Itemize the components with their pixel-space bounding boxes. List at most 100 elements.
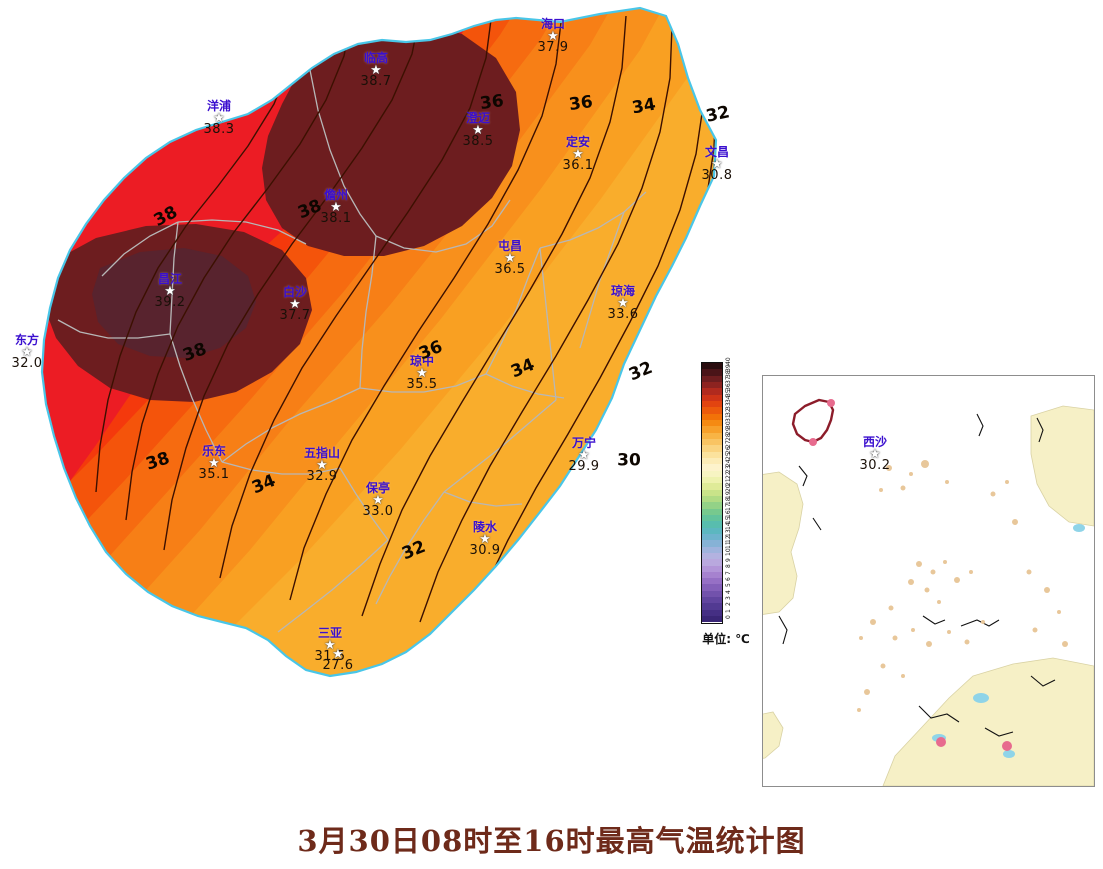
station-marker-icon: ★ [416, 365, 428, 380]
station-marker-icon: ★ [479, 531, 491, 546]
station-name: 屯昌 [497, 239, 523, 253]
station-value: 31.5 [314, 649, 346, 664]
station-marker-icon: ★ [372, 492, 384, 507]
station-name: 澄迈 [465, 111, 491, 125]
inset-reefs [857, 460, 1068, 712]
station-name: 琼海 [610, 284, 636, 298]
station-3[interactable]: 澄迈 ★ 38.5 [463, 112, 494, 148]
station-marker-icon: ★ [316, 457, 328, 472]
legend-swatch-25 [702, 521, 722, 528]
station-6[interactable]: 儋州 ★ 38.1 [321, 189, 352, 225]
station-value: 38.5 [462, 134, 494, 149]
temperature-color-legend: 40 39 38 37 36 35 34 33 32 31 30 29 28 27 26 25 24 23 22 21… [695, 358, 757, 652]
station-5[interactable]: 文昌 ★ 30.8 [702, 146, 733, 182]
legend-swatch-21 [702, 495, 722, 503]
isotherm-34-a [361, 15, 627, 617]
inset-city-dot-haikou [827, 399, 835, 407]
legend-swatch-18 [702, 476, 722, 484]
band-ge-39 [92, 248, 256, 358]
station-name: 陵水 [472, 520, 498, 534]
station-8[interactable]: 琼海 ★ 33.6 [608, 285, 639, 321]
station-9[interactable]: 昌江 ★ 39.2 [155, 273, 186, 309]
legend-swatch-29 [702, 546, 722, 553]
station-1[interactable]: 临高 ★ 38.7 [361, 52, 392, 88]
legend-swatch-9 [702, 419, 722, 427]
station-name: 三亚 [317, 626, 343, 640]
legend-swatch-2 [702, 375, 722, 382]
station-name: 西沙 [862, 435, 888, 449]
station-19[interactable]: ★ 27.6 [323, 647, 354, 672]
legend-swatch-11 [702, 432, 722, 439]
station-4[interactable]: 定安 ★ 36.1 [563, 136, 594, 172]
station-marker-icon: ★ [213, 110, 225, 125]
station-marker-icon: ★ [572, 146, 584, 161]
station-name: 昌江 [157, 272, 183, 286]
station-marker-icon: ★ [711, 156, 723, 171]
legend-swatch-5 [702, 394, 722, 401]
station-value: 38.1 [320, 211, 352, 226]
legend-swatch-37 [702, 597, 722, 604]
station-value: 33.0 [362, 504, 394, 519]
station-14[interactable]: 乐东 ★ 35.1 [199, 445, 230, 481]
station-marker-icon: ★ [330, 199, 342, 214]
station-name: 乐东 [201, 444, 227, 458]
legend-tick-7: 7 [725, 570, 732, 575]
station-value: 35.1 [198, 467, 230, 482]
legend-swatch-32 [702, 565, 722, 572]
south-china-sea-inset-map: 西沙 ★ 30.2 [762, 375, 1095, 787]
station-13[interactable]: 万宁 ★ 29.9 [569, 437, 600, 473]
station-name: 临高 [363, 51, 389, 65]
station-2[interactable]: 洋浦 ★ 38.3 [204, 100, 235, 136]
inset-landmasses [763, 405, 1094, 786]
legend-color-bar [701, 362, 723, 624]
legend-swatch-13 [702, 445, 722, 452]
station-value: 38.7 [360, 74, 392, 89]
station-marker-icon: ★ [578, 447, 590, 462]
isotherm-34-b [419, 25, 673, 623]
legend-swatch-14 [702, 451, 722, 458]
legend-swatch-39 [702, 609, 722, 617]
station-18[interactable]: 三亚 ★ 31.5 [315, 627, 346, 663]
legend-swatch-40 [702, 616, 722, 623]
station-name: 东方 [14, 333, 40, 347]
station-7[interactable]: 屯昌 ★ 36.5 [495, 240, 526, 276]
legend-swatch-1 [702, 369, 722, 376]
legend-swatch-22 [702, 502, 722, 509]
legend-swatch-16 [702, 464, 722, 471]
station-marker-icon: ★ [547, 28, 559, 43]
legend-swatch-3 [702, 381, 722, 389]
station-value: 36.1 [562, 158, 594, 173]
contour-label-34-6: 34 [630, 94, 658, 119]
station-name: 白沙 [282, 285, 308, 299]
legend-tick-labels: 40 39 38 37 36 35 34 33 32 31 30 29 28 27 26 25 24 23 22 21… [725, 358, 755, 627]
inset-marker-dot-a [936, 737, 946, 747]
legend-tick-3: 3 [725, 596, 732, 600]
station-11[interactable]: 东方 ★ 32.0 [12, 334, 43, 370]
legend-swatch-15 [702, 457, 722, 465]
station-12[interactable]: 琼中 ★ 35.5 [407, 355, 438, 391]
station-name: 定安 [565, 135, 591, 149]
legend-swatch-10 [702, 426, 722, 433]
station-value: 38.3 [203, 122, 235, 137]
station-0[interactable]: 海口 ★ 37.9 [538, 18, 569, 54]
station-10[interactable]: 白沙 ★ 37.7 [280, 286, 311, 322]
station-xisha[interactable]: 西沙 ★ 30.2 [860, 436, 891, 472]
station-marker-icon: ★ [21, 344, 33, 359]
station-marker-icon: ★ [208, 455, 220, 470]
legend-swatch-12 [702, 438, 722, 446]
legend-tick-4: 4 [725, 589, 732, 594]
legend-swatch-20 [702, 489, 722, 496]
station-16[interactable]: 保亭 ★ 33.0 [363, 482, 394, 518]
isotherm-37 [163, 13, 421, 551]
station-15[interactable]: 五指山 ★ 32.9 [304, 447, 340, 483]
station-marker-icon: ★ [869, 446, 881, 461]
legend-swatch-30 [702, 552, 722, 560]
station-name: 五指山 [303, 446, 341, 460]
station-value: 30.2 [859, 458, 891, 473]
legend-swatch-7 [702, 407, 722, 414]
station-17[interactable]: 陵水 ★ 30.9 [470, 521, 501, 557]
legend-swatch-8 [702, 413, 722, 420]
station-value: 37.9 [537, 40, 569, 55]
isotherm-36-a [219, 11, 493, 579]
